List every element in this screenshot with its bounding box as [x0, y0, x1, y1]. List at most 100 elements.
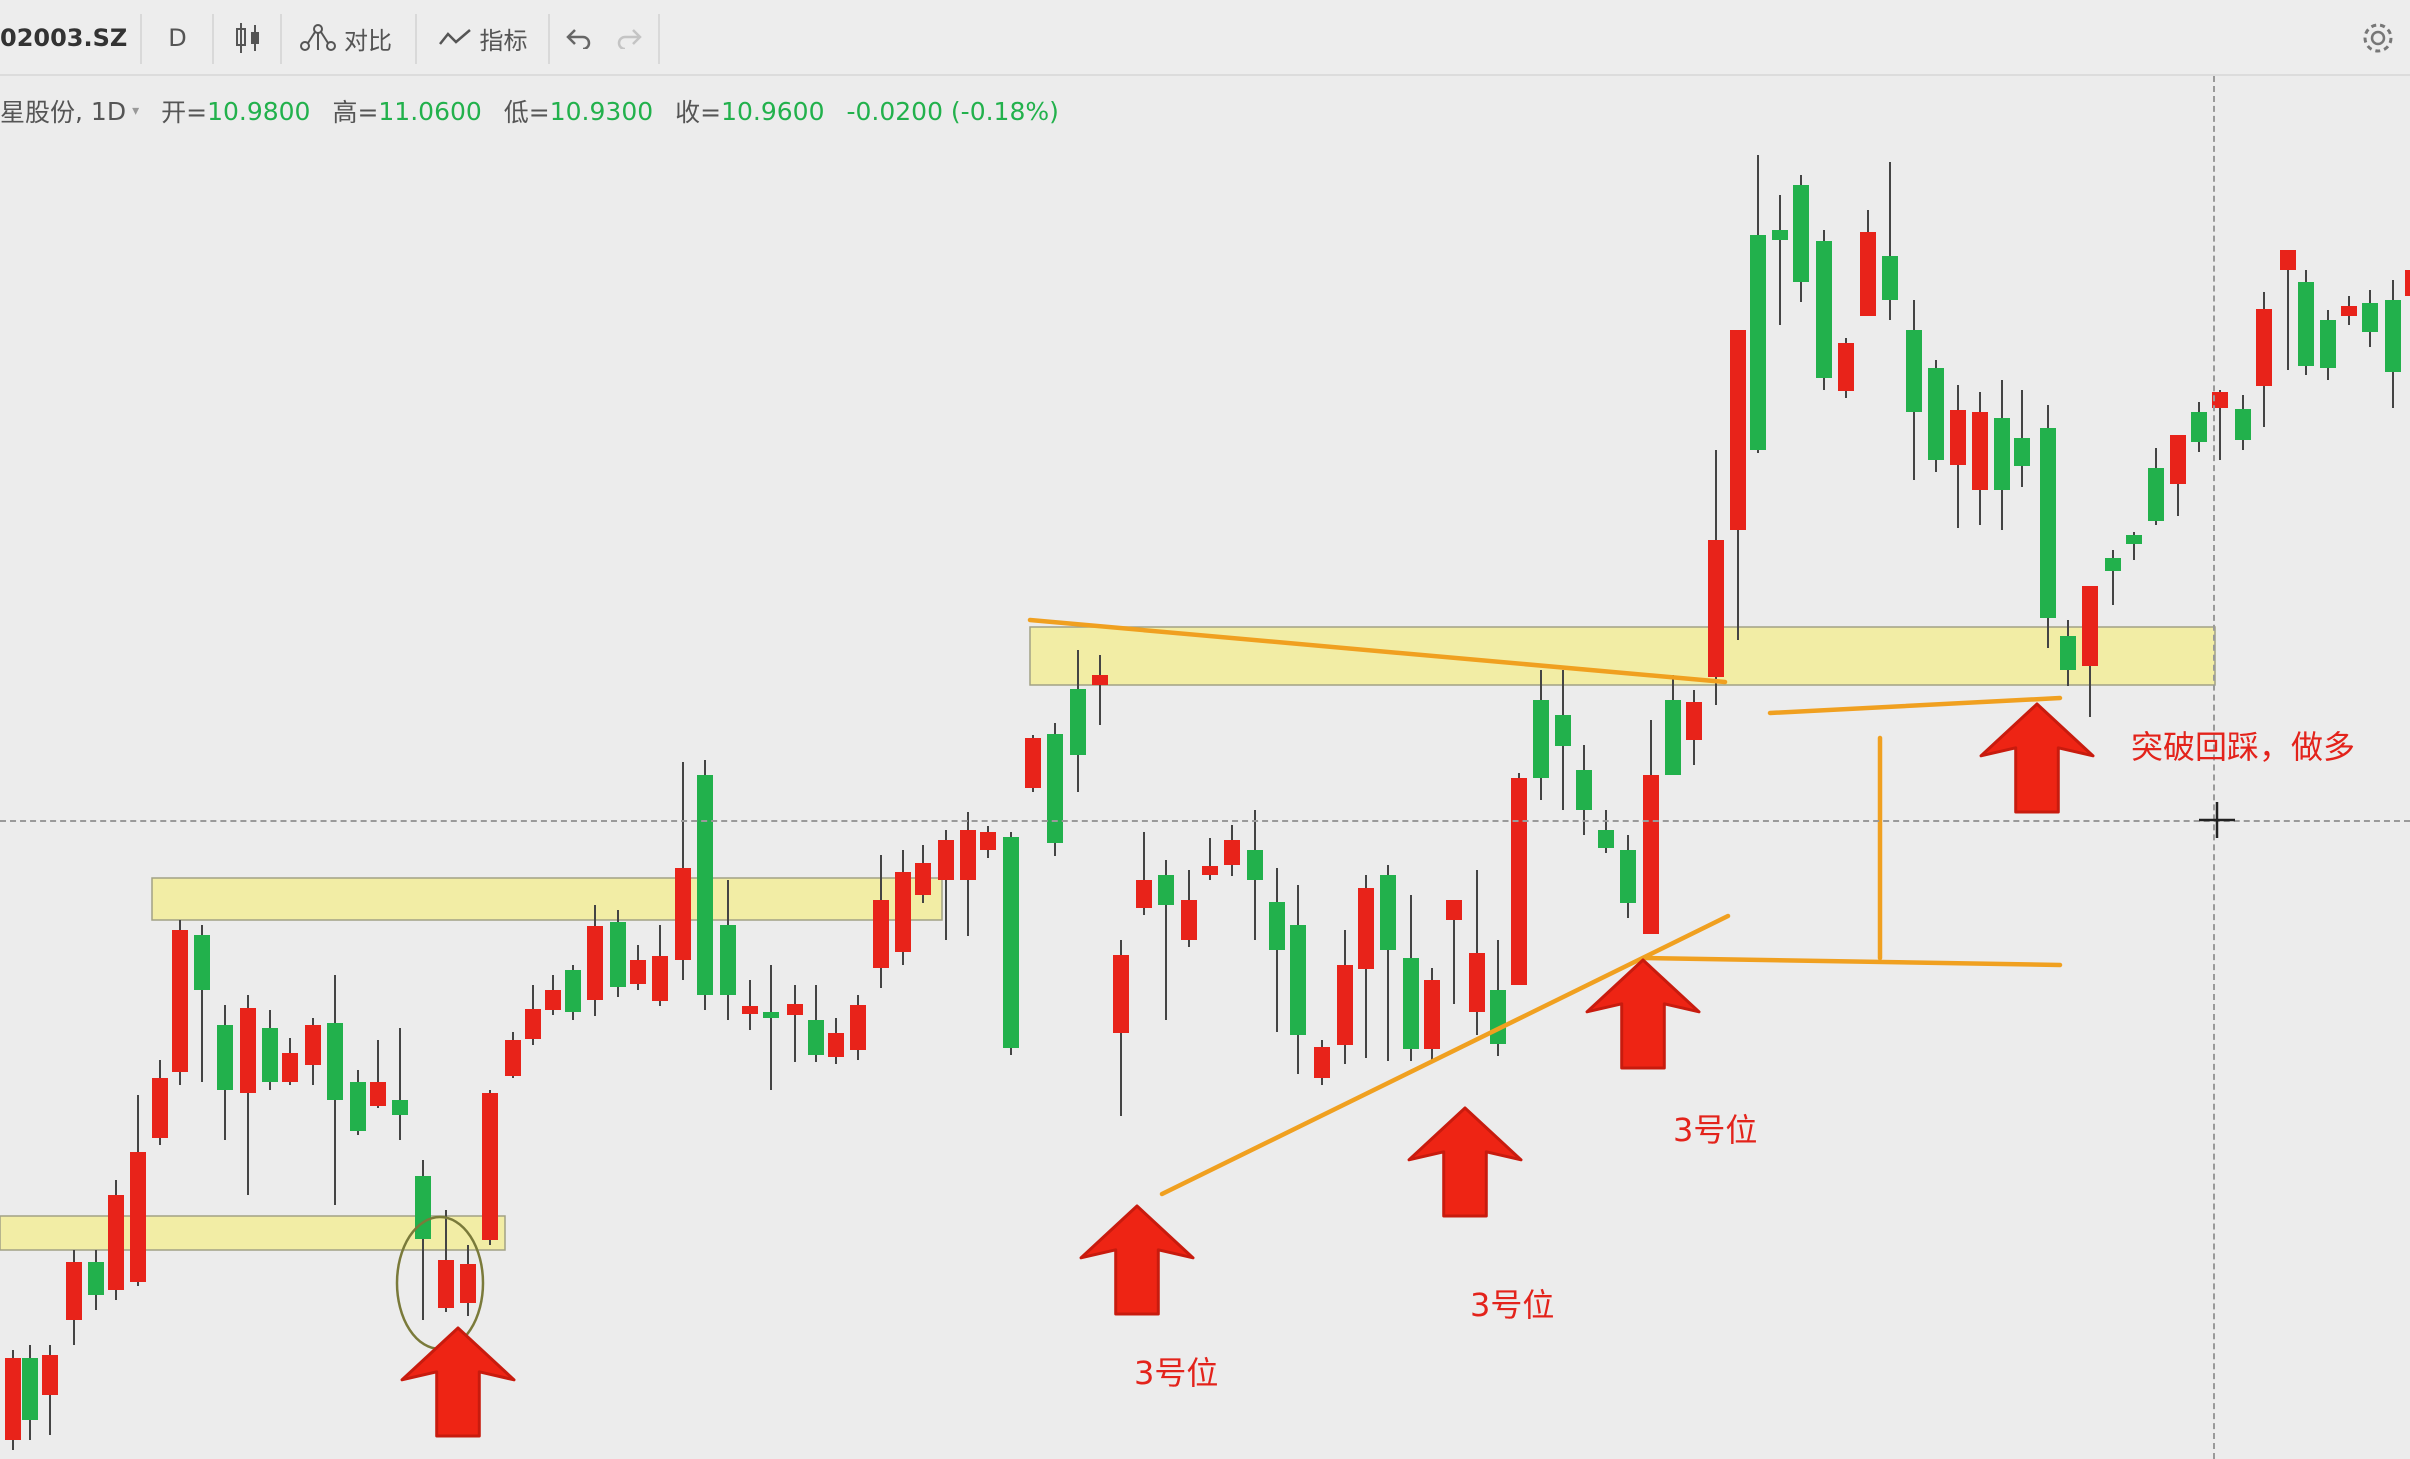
toolbar-divider	[140, 14, 142, 64]
price-chart[interactable]	[0, 76, 2410, 1459]
undo-button[interactable]	[555, 0, 603, 76]
candle-body	[960, 830, 976, 880]
settings-button[interactable]	[2350, 0, 2405, 76]
annotation-label-2: 3号位	[1470, 1286, 1555, 1324]
candle-body	[1994, 418, 2010, 490]
candle-body	[505, 1040, 521, 1076]
symbol-name: 星股份	[0, 98, 76, 127]
interval-button[interactable]: D	[145, 0, 210, 76]
high-label: 高=	[332, 98, 379, 127]
candle-body	[1290, 925, 1306, 1035]
candle-body	[1446, 900, 1462, 920]
candle-body	[415, 1176, 431, 1239]
compare-icon	[300, 24, 336, 51]
candle-body	[1950, 410, 1966, 465]
candle-body	[2148, 468, 2164, 521]
candle-body	[305, 1025, 321, 1065]
candle-body	[630, 960, 646, 984]
candles-icon	[236, 23, 259, 53]
candle-body	[1224, 840, 1240, 865]
symbol-button[interactable]: 02003.SZ	[0, 0, 135, 76]
zone-rect	[151, 877, 943, 921]
candle-body	[2405, 270, 2410, 296]
candle-body	[980, 832, 996, 850]
candle-body	[1882, 256, 1898, 300]
toolbar-divider	[212, 14, 214, 64]
settings-icon	[2363, 23, 2392, 53]
candle-body	[1750, 235, 1766, 450]
candle-body	[1314, 1047, 1330, 1078]
candle-body	[610, 922, 626, 987]
candle-body	[327, 1023, 343, 1100]
candle-body	[2126, 535, 2142, 544]
candle-body	[2212, 392, 2228, 408]
candle-body	[675, 868, 691, 960]
compare-button[interactable]: 对比	[285, 0, 405, 76]
annotation-label-3: 3号位	[1673, 1111, 1758, 1149]
candle-body	[1380, 875, 1396, 950]
candle-body	[1972, 412, 1988, 490]
interval-label: D	[168, 24, 187, 52]
low-value: 10.9300	[549, 96, 654, 126]
candle-body	[1490, 990, 1506, 1044]
candle-body	[1643, 775, 1659, 934]
candle-body	[2105, 558, 2121, 571]
candle-body	[2170, 435, 2186, 484]
candle-body	[1928, 368, 1944, 460]
candle-body	[1424, 980, 1440, 1049]
candle-body	[130, 1152, 146, 1282]
crosshair-horizontal	[0, 820, 2410, 822]
redo-button[interactable]	[605, 0, 653, 76]
candle-body	[2235, 409, 2251, 440]
crosshair-cursor	[2199, 802, 2235, 838]
candle-body	[1181, 900, 1197, 940]
candle-body	[545, 990, 561, 1010]
candle-body	[938, 840, 954, 880]
chevron-down-icon[interactable]: ▾	[132, 103, 140, 119]
trend-line	[1767, 695, 2063, 716]
candle-body	[787, 1004, 803, 1015]
redo-icon	[617, 29, 642, 49]
ohlc-legend: 星股份 , 1D ▾ 开= 10.9800 高= 11.0600 低= 10.9300…	[0, 92, 1059, 130]
candle-body	[194, 935, 210, 990]
candle-body	[22, 1358, 38, 1420]
indicator-icon	[438, 29, 471, 45]
indicators-button[interactable]: 指标	[425, 0, 540, 76]
candle-body	[587, 926, 603, 1000]
candle-body	[1686, 702, 1702, 740]
candle-body	[88, 1262, 104, 1295]
candle-body	[172, 930, 188, 1072]
toolbar-divider	[415, 14, 417, 64]
candle-body	[1136, 880, 1152, 908]
candle-body	[1247, 850, 1263, 880]
arrow-up-icon	[400, 1326, 516, 1438]
chart-type-button[interactable]	[218, 0, 278, 76]
candle-body	[763, 1012, 779, 1018]
close-label: 收=	[675, 98, 722, 127]
candle-body	[350, 1082, 366, 1131]
candle-body	[697, 775, 713, 995]
candle-body	[438, 1260, 454, 1308]
arrow-up-icon	[1407, 1106, 1523, 1218]
trend-line	[1027, 617, 1728, 685]
candle-body	[525, 1009, 541, 1039]
candle-body	[1860, 232, 1876, 316]
toolbar-divider	[280, 14, 282, 64]
candle-body	[1269, 902, 1285, 950]
candle-body	[217, 1025, 233, 1090]
candle-body	[2362, 303, 2378, 332]
candle-body	[1620, 850, 1636, 903]
candle-body	[42, 1355, 58, 1395]
candle-body	[282, 1053, 298, 1082]
candle-body	[1003, 837, 1019, 1048]
candle-body	[2280, 250, 2296, 270]
candle-body	[1047, 734, 1063, 843]
candle-body	[895, 872, 911, 952]
candle-body	[1113, 955, 1129, 1033]
candle-body	[808, 1020, 824, 1055]
compare-label: 对比	[344, 26, 392, 55]
candle-body	[1533, 700, 1549, 778]
candle-body	[1665, 700, 1681, 775]
candle-body	[1772, 230, 1788, 240]
trend-line	[1642, 955, 2063, 968]
